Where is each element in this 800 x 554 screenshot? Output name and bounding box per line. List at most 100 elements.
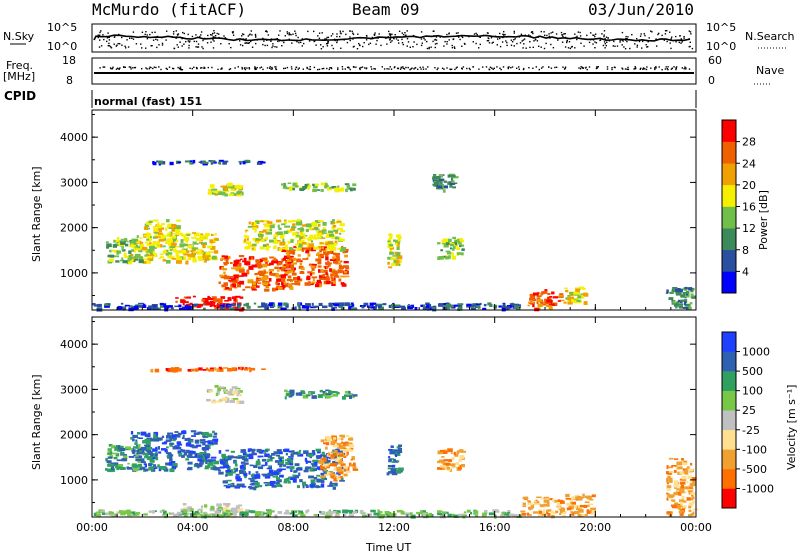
- heatmap-cell: [234, 267, 238, 271]
- heatmap-cell: [170, 443, 175, 445]
- nsky-point: [394, 34, 396, 36]
- heatmap-cell: [294, 185, 299, 188]
- nsky-point: [406, 30, 408, 32]
- heatmap-cell: [573, 291, 577, 295]
- heatmap-cell: [208, 251, 214, 253]
- nave-point: [355, 66, 357, 68]
- heatmap-cell: [121, 246, 124, 251]
- heatmap-cell: [673, 492, 679, 495]
- heatmap-cell: [192, 256, 196, 261]
- heatmap-cell: [322, 391, 326, 395]
- heatmap-cell: [120, 259, 124, 262]
- heatmap-cell: [313, 223, 318, 226]
- nave-point: [297, 68, 299, 70]
- heatmap-cell: [546, 509, 551, 512]
- heatmap-cell: [202, 438, 206, 442]
- nsky-point: [385, 37, 387, 39]
- heatmap-cell: [583, 514, 588, 516]
- heatmap-cell: [673, 302, 679, 307]
- heatmap-region-1: [218, 448, 346, 491]
- nsky-point: [307, 30, 309, 33]
- heatmap-cell: [318, 302, 323, 306]
- nsky-point: [188, 44, 190, 47]
- nsky-point: [284, 35, 286, 37]
- nsky-point: [102, 34, 104, 36]
- heatmap-cell: [395, 260, 400, 263]
- heatmap-cell: [301, 306, 307, 309]
- heatmap-cell: [189, 160, 193, 162]
- heatmap-cell: [227, 390, 232, 395]
- heatmap-cell: [252, 225, 259, 229]
- nave-point: [383, 68, 386, 70]
- colorbar-tick-label: 100: [742, 385, 763, 398]
- nsky-point: [279, 30, 281, 32]
- nsky-point: [675, 35, 677, 38]
- heatmap-cell: [131, 449, 136, 453]
- heatmap-cell: [241, 456, 246, 460]
- nsky-point: [230, 46, 232, 49]
- heatmap-cell: [140, 244, 145, 248]
- heatmap-cell: [388, 456, 391, 459]
- heatmap-cell: [223, 160, 229, 163]
- nsky-point: [195, 34, 197, 36]
- heatmap-cell: [447, 256, 450, 259]
- heatmap-cell: [583, 292, 588, 296]
- heatmap-cell: [140, 431, 147, 436]
- heatmap-cell: [359, 511, 366, 514]
- nsky-point: [281, 45, 283, 47]
- heatmap-cell: [290, 267, 295, 272]
- heatmap-cell: [683, 462, 688, 465]
- heatmap-cell: [92, 303, 96, 306]
- heatmap-cell: [271, 484, 277, 488]
- heatmap-cell: [214, 193, 218, 196]
- heatmap-cell: [682, 292, 687, 295]
- heatmap-cell: [689, 502, 694, 506]
- heatmap-cell: [106, 246, 109, 249]
- heatmap-cell: [451, 252, 454, 256]
- heatmap-cell: [229, 281, 235, 283]
- heatmap-cell: [280, 307, 287, 310]
- heatmap-cell: [260, 161, 266, 164]
- heatmap-cell: [223, 513, 229, 515]
- heatmap-cell: [128, 259, 135, 263]
- heatmap-cell: [289, 247, 294, 250]
- heatmap-cell: [429, 306, 433, 310]
- heatmap-cell: [324, 252, 330, 255]
- heatmap-cell: [266, 228, 272, 232]
- heatmap-cell: [248, 221, 251, 225]
- heatmap-cell: [125, 446, 131, 449]
- heatmap-cell: [268, 469, 274, 474]
- heatmap-cell: [285, 509, 289, 514]
- nsky-point: [373, 33, 376, 36]
- heatmap-cell: [212, 430, 215, 433]
- heatmap-cell: [325, 438, 330, 440]
- nsky-point: [492, 41, 494, 43]
- heatmap-cell: [670, 477, 673, 482]
- y-tick-label: 3000: [60, 383, 88, 396]
- heatmap-cell: [270, 224, 275, 229]
- heatmap-cell: [261, 276, 268, 281]
- heatmap-cell: [272, 287, 276, 292]
- heatmap-cell: [204, 513, 207, 516]
- heatmap-cell: [325, 280, 331, 285]
- nsky-point: [181, 45, 183, 47]
- heatmap-cell: [121, 257, 124, 260]
- heatmap-cell: [143, 234, 148, 237]
- nsky-point: [216, 32, 218, 35]
- heatmap-cell: [218, 508, 222, 511]
- nsky-point: [368, 43, 370, 46]
- heatmap-cell: [226, 479, 232, 482]
- heatmap-cell: [274, 460, 281, 463]
- heatmap-cell: [143, 463, 147, 466]
- heatmap-cell: [148, 463, 152, 466]
- heatmap-cell: [216, 400, 222, 403]
- heatmap-cell: [130, 243, 136, 247]
- heatmap-cell: [392, 464, 396, 468]
- heatmap-cell: [198, 462, 204, 465]
- heatmap-cell: [361, 305, 365, 309]
- heatmap-cell: [189, 244, 193, 249]
- heatmap-cell: [269, 271, 272, 274]
- heatmap-cell: [457, 238, 463, 242]
- nsky-point: [132, 38, 135, 40]
- heatmap-cell: [245, 261, 251, 266]
